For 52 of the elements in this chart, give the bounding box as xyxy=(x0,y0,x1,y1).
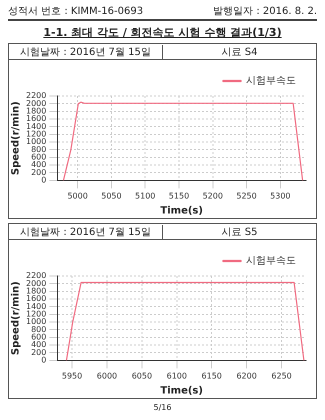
x-axis-title: Time(s) xyxy=(160,386,203,397)
y-tick-label: 2200 xyxy=(26,91,46,100)
x-tick-label: 5200 xyxy=(202,191,223,200)
y-tick-label: 800 xyxy=(31,324,46,334)
x-tick-label: 6050 xyxy=(132,371,152,380)
y-tick-label: 1600 xyxy=(26,294,46,304)
x-tick-label: 6150 xyxy=(202,371,222,380)
text: 5/16 xyxy=(152,403,172,412)
y-tick-label: 600 xyxy=(31,152,46,162)
y-axis-title: Speed(r/min) xyxy=(10,101,22,176)
legend-label: 시험부속도 xyxy=(246,256,296,267)
text: 시험날짜 : 2016년 7월 15일 xyxy=(9,224,163,238)
x-tick-label: 5950 xyxy=(62,371,82,380)
y-tick-label: 400 xyxy=(31,340,46,350)
y-tick-label: 1000 xyxy=(26,317,46,326)
y-tick-label: 2200 xyxy=(26,271,46,280)
y-tick-label: 1200 xyxy=(26,129,46,138)
y-tick-label: 1200 xyxy=(26,309,46,318)
y-tick-label: 0 xyxy=(41,175,46,184)
x-tick-label: 6100 xyxy=(166,371,187,380)
x-tick-label: 5300 xyxy=(270,191,291,200)
y-tick-label: 600 xyxy=(31,332,46,342)
y-tick-label: 1800 xyxy=(26,286,46,296)
text: 시료 S5 xyxy=(220,226,258,238)
chart-title: 1-1. 최대 각도 / 회전속도 시험 수행 결과(1/3) xyxy=(42,25,283,40)
y-tick-label: 1800 xyxy=(26,106,46,116)
x-tick-label: 6250 xyxy=(271,371,292,380)
text: 시료 S4 xyxy=(220,46,258,58)
x-tick-label: 6200 xyxy=(236,371,257,380)
text: 성적서 번호 : KIMM-16-0693 xyxy=(8,5,144,18)
y-tick-label: 400 xyxy=(31,160,46,170)
y-tick-label: 1000 xyxy=(26,137,46,146)
y-tick-label: 1600 xyxy=(26,114,46,124)
text: 시험날짜 : 2016년 7월 15일 xyxy=(9,44,163,58)
y-tick-label: 800 xyxy=(31,144,46,154)
y-tick-label: 0 xyxy=(41,355,46,364)
x-tick-label: 5250 xyxy=(236,191,257,200)
y-tick-label: 2000 xyxy=(26,98,46,108)
y-tick-label: 200 xyxy=(31,168,46,177)
x-tick-label: 5050 xyxy=(101,191,122,200)
x-axis-title: Time(s) xyxy=(160,206,203,217)
y-tick-label: 1400 xyxy=(26,122,46,131)
y-tick-label: 1400 xyxy=(26,302,46,311)
x-tick-label: 6000 xyxy=(96,371,118,380)
text: 발행일자 : 2016. 8. 2. xyxy=(213,5,317,18)
y-tick-label: 200 xyxy=(31,348,46,357)
y-axis-title: Speed(r/min) xyxy=(10,281,22,356)
legend-label: 시험부속도 xyxy=(246,76,296,87)
x-tick-label: 5150 xyxy=(168,191,190,200)
x-tick-label: 5000 xyxy=(67,191,88,200)
x-tick-label: 5100 xyxy=(135,191,156,200)
y-tick-label: 2000 xyxy=(26,278,46,288)
